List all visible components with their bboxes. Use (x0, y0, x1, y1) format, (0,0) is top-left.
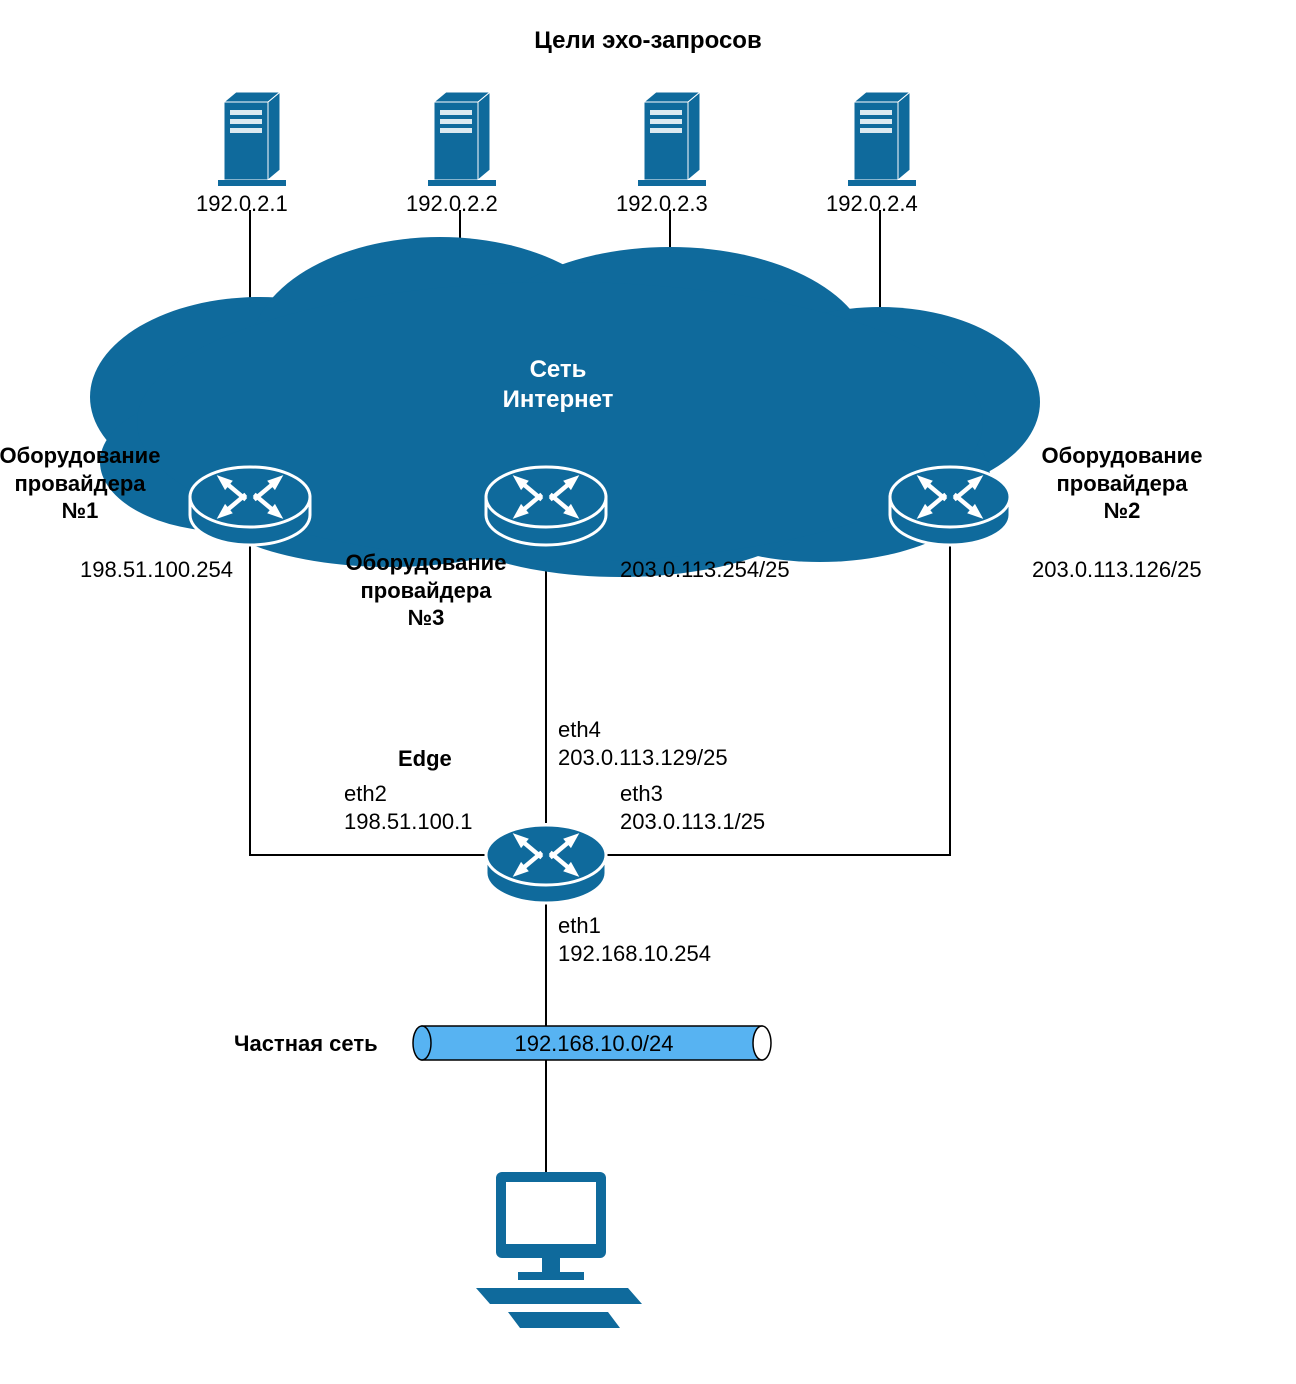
edge-router (486, 825, 606, 903)
edge-iface-3: eth1 192.168.10.254 (558, 912, 711, 967)
workstation-icon (476, 1172, 642, 1328)
provider-name-3: Оборудование провайдера №2 (822, 442, 1296, 525)
server-icon-1 (428, 92, 496, 186)
server-ip-1: 192.0.2.2 (406, 190, 498, 218)
server-icon-2 (638, 92, 706, 186)
server-ip-0: 192.0.2.1 (196, 190, 288, 218)
provider-ip-3: 203.0.113.126/25 (1032, 556, 1202, 584)
server-ip-3: 192.0.2.4 (826, 190, 918, 218)
edge-router-name: Edge (398, 745, 452, 773)
diagram-title: Цели эхо-запросов (348, 26, 948, 56)
server-icon-0 (218, 92, 286, 186)
provider-ip-2: 203.0.113.254/25 (620, 556, 790, 584)
server-ip-2: 192.0.2.3 (616, 190, 708, 218)
edge-iface-0: eth4 203.0.113.129/25 (558, 716, 728, 771)
cloud-label: Сеть Интернет (258, 355, 858, 415)
provider-name-1: Оборудование провайдера №1 (0, 442, 380, 525)
private-net-cidr: 192.168.10.0/24 (294, 1030, 894, 1058)
server-icon-3 (848, 92, 916, 186)
edge-iface-1: eth2 198.51.100.1 (344, 780, 472, 835)
edge-iface-2: eth3 203.0.113.1/25 (620, 780, 765, 835)
provider-router-2 (486, 467, 606, 545)
